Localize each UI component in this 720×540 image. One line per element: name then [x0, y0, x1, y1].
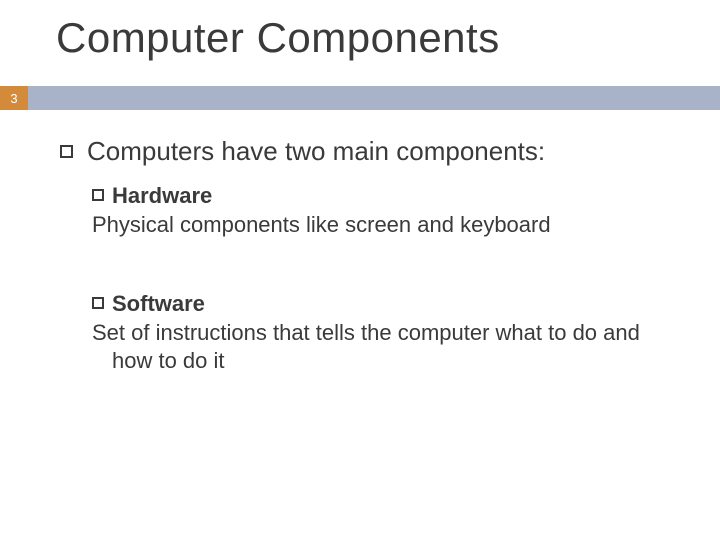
accent-bar: 3 — [0, 86, 720, 110]
sub-body-text: Physical components like screen and keyb… — [92, 211, 672, 239]
accent-bar-fill — [28, 86, 720, 110]
sub-heading-text: Software — [112, 291, 205, 317]
slide-title: Computer Components — [56, 14, 500, 62]
lead-text: Computers have two main components: — [87, 136, 545, 167]
sub-heading-text: Hardware — [112, 183, 212, 209]
page-number-badge: 3 — [0, 86, 28, 110]
sub-heading: Software — [92, 291, 680, 317]
sub-heading: Hardware — [92, 183, 680, 209]
sub-body-text: Set of instructions that tells the compu… — [92, 319, 680, 375]
spacer — [60, 239, 680, 275]
slide-body: Computers have two main components: Hard… — [60, 136, 680, 375]
square-bullet-icon — [92, 189, 104, 201]
lead-line: Computers have two main components: — [60, 136, 680, 167]
sub-item-hardware: Hardware Physical components like screen… — [92, 183, 680, 239]
slide: Computer Components 3 Computers have two… — [0, 0, 720, 540]
square-bullet-icon — [60, 145, 73, 158]
sub-item-software: Software Set of instructions that tells … — [92, 291, 680, 375]
square-bullet-icon — [92, 297, 104, 309]
